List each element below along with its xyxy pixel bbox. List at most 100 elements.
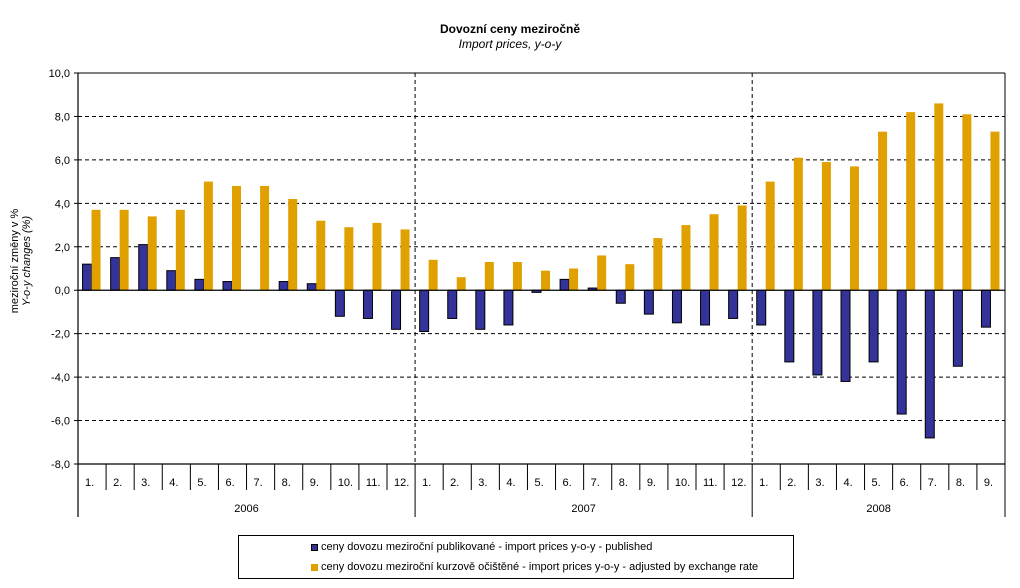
- bar-adjusted: [91, 209, 101, 291]
- bar-adjusted: [400, 229, 410, 291]
- x-tick-label: 1.: [759, 477, 768, 489]
- x-tick-label: 1.: [422, 477, 431, 489]
- bar-published: [840, 289, 851, 382]
- x-tick-label: 6.: [900, 477, 909, 489]
- x-tick-label: 3.: [478, 477, 487, 489]
- bar-published: [924, 289, 935, 439]
- y-tick-label: 6,0: [55, 155, 70, 167]
- bar-adjusted: [512, 261, 522, 291]
- x-tick-label: 12.: [731, 477, 746, 489]
- legend-swatch-adjusted: [311, 563, 318, 571]
- legend-item-adjusted: ceny dovozu meziroční kurzově očištěné -…: [311, 561, 758, 573]
- bar-adjusted: [934, 103, 944, 291]
- bar-adjusted: [878, 131, 888, 291]
- axes: [74, 72, 1006, 517]
- x-tick-label: 3.: [815, 477, 824, 489]
- x-tick-label: 4.: [169, 477, 178, 489]
- x-tick-label: 7.: [928, 477, 937, 489]
- bar-adjusted: [147, 216, 157, 291]
- bar-adjusted: [428, 259, 438, 291]
- bar-published: [896, 289, 907, 415]
- chart-subtitle: Import prices, y-o-y: [459, 37, 563, 51]
- bar-adjusted: [962, 114, 972, 291]
- legend-swatch-published: [311, 543, 318, 551]
- bar-adjusted: [765, 181, 775, 291]
- bar-published: [222, 281, 233, 291]
- x-tick-label: 11.: [703, 477, 717, 489]
- y-tick-label: 0,0: [55, 285, 70, 297]
- bar-published: [82, 263, 93, 291]
- bar-adjusted: [737, 205, 747, 291]
- bar-adjusted: [821, 162, 831, 291]
- x-tick-label: 2.: [787, 477, 796, 489]
- bar-published: [643, 289, 654, 315]
- x-tick-label: 7.: [591, 477, 600, 489]
- legend-label-adjusted: ceny dovozu meziroční kurzově očištěné -…: [321, 561, 759, 573]
- bar-adjusted: [597, 255, 607, 291]
- x-tick-label: 1.: [85, 477, 94, 489]
- bar-published: [306, 283, 317, 291]
- y-tick-label: -6,0: [51, 416, 70, 428]
- y-axis-label-en: Y-o-y changes (%): [21, 216, 33, 307]
- bar-published: [756, 289, 767, 326]
- y-tick-label: 10,0: [49, 68, 70, 80]
- bar-published: [559, 278, 570, 291]
- x-tick-labels: 1. 2. 3. 4. 5. 6. 7. 8. 9. 10. 11. 12. 1. 2. 3. 4. 5. 6. 7…: [85, 477, 993, 515]
- legend: ceny dovozu meziroční publikované - impo…: [238, 535, 794, 579]
- x-tick-label: 4.: [843, 477, 852, 489]
- bar-adjusted: [119, 209, 129, 291]
- x-tick-label: 11.: [366, 477, 380, 489]
- bar-adjusted: [793, 157, 803, 291]
- bar-adjusted: [625, 264, 635, 291]
- bar-adjusted: [456, 277, 466, 291]
- bar-published: [419, 289, 430, 332]
- bar-adjusted: [175, 209, 185, 291]
- bar-adjusted: [232, 185, 241, 291]
- x-group-label: 2007: [571, 503, 595, 515]
- bar-adjusted: [709, 214, 719, 291]
- bar-adjusted: [288, 198, 298, 291]
- bar-published: [784, 289, 795, 363]
- legend-item-published: ceny dovozu meziroční publikované - impo…: [311, 541, 652, 553]
- bars: [82, 103, 1000, 439]
- bar-adjusted: [484, 261, 494, 291]
- bar-adjusted: [316, 220, 326, 291]
- chart-title: Dovozní ceny meziročně: [440, 22, 580, 36]
- x-tick-label: 2.: [450, 477, 459, 489]
- x-tick-label: 8.: [282, 477, 291, 489]
- y-tick-label: -8,0: [51, 459, 70, 471]
- bar-adjusted: [990, 131, 1000, 291]
- bar-published: [391, 289, 402, 330]
- bar-adjusted: [569, 268, 579, 291]
- y-tick-label: 2,0: [55, 242, 70, 254]
- bar-published: [110, 257, 121, 291]
- bar-published: [615, 289, 626, 304]
- bar-adjusted: [541, 270, 550, 291]
- bar-adjusted: [681, 225, 691, 291]
- x-group-label: 2008: [866, 503, 890, 515]
- bar-published: [334, 289, 345, 317]
- legend-label-published: ceny dovozu meziroční publikované - impo…: [321, 541, 653, 553]
- x-group-label: 2006: [234, 503, 258, 515]
- bar-published: [728, 289, 739, 319]
- bar-published: [700, 289, 711, 326]
- x-tick-label: 9.: [310, 477, 319, 489]
- gridlines: [78, 73, 1005, 464]
- y-tick-label: 4,0: [55, 198, 70, 210]
- x-tick-label: 6.: [225, 477, 234, 489]
- bar-published: [194, 278, 205, 291]
- y-tick-label: -2,0: [51, 329, 70, 341]
- x-tick-label: 3.: [141, 477, 150, 489]
- bar-published: [166, 270, 177, 291]
- x-tick-label: 5.: [534, 477, 543, 489]
- bar-adjusted: [850, 166, 859, 291]
- y-axis-label-cz: meziroční změny v %: [9, 209, 21, 314]
- bar-adjusted: [372, 222, 382, 291]
- x-tick-label: 12.: [394, 477, 409, 489]
- bar-published: [447, 289, 458, 319]
- x-tick-label: 10.: [338, 477, 353, 489]
- bar-published: [671, 289, 682, 324]
- bar-published: [278, 281, 289, 291]
- bar-published: [952, 289, 963, 367]
